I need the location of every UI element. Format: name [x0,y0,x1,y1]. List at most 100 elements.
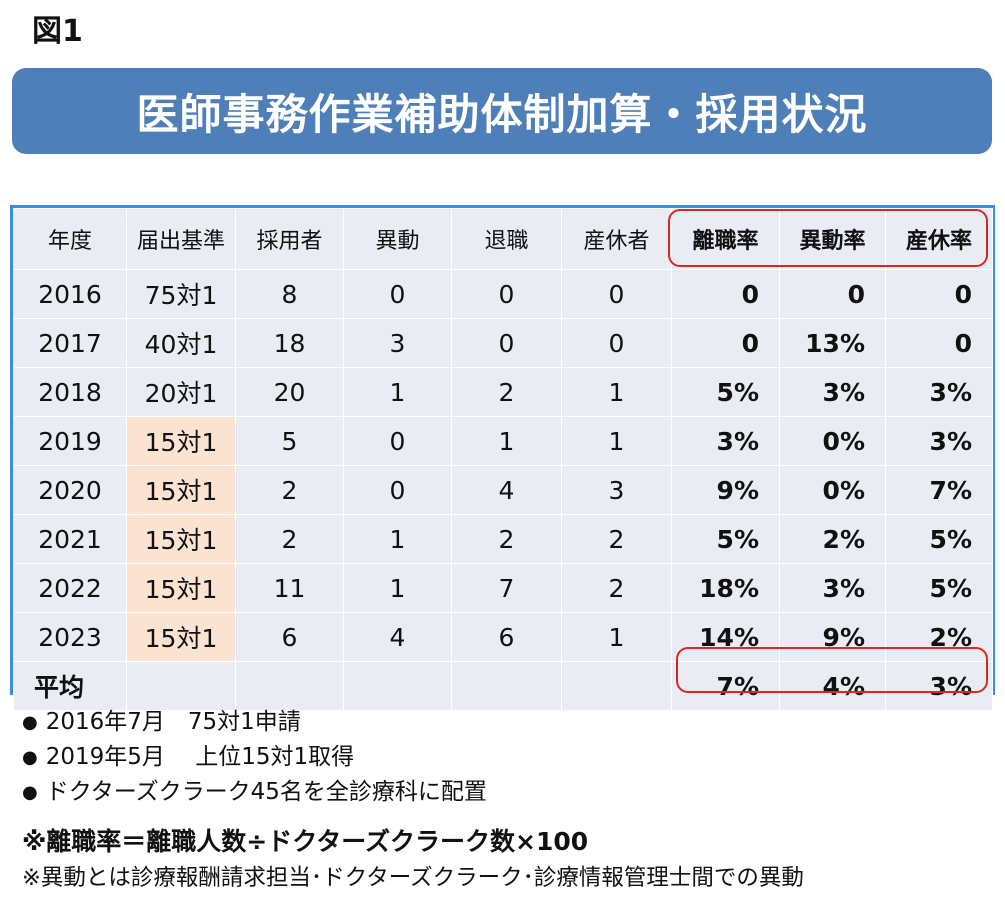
table-cell: 75対1 [126,269,236,319]
rate-cell: 5% [885,514,993,564]
year-cell: 2023 [13,612,127,662]
rate-cell: 9% [779,612,886,662]
rate-cell: 0 [779,269,886,319]
table-cell: 15対1 [126,465,236,515]
average-label: 平均 [13,661,127,711]
rate-cell: 0% [779,416,886,466]
table-cell: 0 [343,465,452,515]
title-banner: 医師事務作業補助体制加算・採用状況 [12,68,992,154]
year-cell: 2021 [13,514,127,564]
rate-cell: 5% [671,367,780,417]
rate-cell: 5% [671,514,780,564]
table-cell: 18 [235,318,344,368]
rate-cell: 14% [671,612,780,662]
year-cell: 2018 [13,367,127,417]
table-cell: 0 [343,269,452,319]
average-rate-cell: 4% [779,661,886,711]
table-row: 2020 15対1 2 0 4 3 9% 0% 7% [13,465,993,515]
rate-cell: 0 [885,269,993,319]
rate-cell: 3% [779,563,886,613]
header-cell: 産休率 [885,208,993,270]
table-cell: 1 [451,416,562,466]
notes-list: ● 2016年7月 75対1申請 ● 2019年5月 上位15対1取得 ● ドク… [22,705,487,810]
table-cell: 1 [343,563,452,613]
empty-cell [343,661,452,711]
stats-table-container: 年度 届出基準 採用者 異動 退職 産休者 離職率 異動率 産休率 2016 75… [10,205,995,711]
rate-cell: 3% [885,367,993,417]
average-rate-cell: 7% [671,661,780,711]
table-cell: 5 [235,416,344,466]
year-cell: 2019 [13,416,127,466]
rate-header-highlight [668,209,988,267]
table-cell: 3 [343,318,452,368]
header-cell: 年度 [13,208,127,270]
empty-cell [451,661,562,711]
table-row: 2019 15対1 5 0 1 1 3% 0% 3% [13,416,993,466]
note-text: 2016年7月 75対1申請 [45,709,301,735]
average-highlight [676,647,988,693]
table-cell: 6 [451,612,562,662]
table-cell: 2 [451,367,562,417]
table-cell: 2 [235,465,344,515]
table-cell: 1 [343,514,452,564]
table-cell: 0 [561,269,672,319]
table-cell: 20対1 [126,367,236,417]
table-cell: 15対1 [126,514,236,564]
average-rate-cell: 3% [885,661,993,711]
year-cell: 2022 [13,563,127,613]
table-row: 2023 15対1 6 4 6 1 14% 9% 2% [13,612,993,662]
table-cell: 4 [343,612,452,662]
rate-cell: 0 [885,318,993,368]
bullet-icon: ● [22,747,38,768]
table-row: 2017 40対1 18 3 0 0 0 13% 0 [13,318,993,368]
table-cell: 0 [451,269,562,319]
note-item: ● ドクターズクラーク45名を全診療科に配置 [22,775,487,810]
rate-cell: 2% [885,612,993,662]
table-cell: 1 [561,367,672,417]
rate-cell: 9% [671,465,780,515]
footnote: ※異動とは診療報酬請求担当･ドクターズクラーク･診療情報管理士間での異動 [22,865,804,891]
table-cell: 20 [235,367,344,417]
rate-cell: 0% [779,465,886,515]
table-cell: 0 [451,318,562,368]
header-cell: 異動率 [779,208,886,270]
table-cell: 2 [561,514,672,564]
table-cell: 15対1 [126,563,236,613]
header-cell: 産休者 [561,208,672,270]
rate-cell: 18% [671,563,780,613]
note-text: ドクターズクラーク45名を全診療科に配置 [45,779,487,805]
table-cell: 0 [343,416,452,466]
year-cell: 2017 [13,318,127,368]
table-row: 2016 75対1 8 0 0 0 0 0 0 [13,269,993,319]
table-row: 2021 15対1 2 1 2 2 5% 2% 5% [13,514,993,564]
table-row: 2022 15対1 11 1 7 2 18% 3% 5% [13,563,993,613]
table-row: 2018 20対1 20 1 2 1 5% 3% 3% [13,367,993,417]
table-cell: 8 [235,269,344,319]
table-cell: 6 [235,612,344,662]
table-cell: 1 [561,416,672,466]
rate-cell: 0 [671,318,780,368]
note-item: ● 2016年7月 75対1申請 [22,705,487,740]
table-cell: 11 [235,563,344,613]
table-cell: 2 [561,563,672,613]
table-cell: 2 [451,514,562,564]
note-item: ● 2019年5月 上位15対1取得 [22,740,487,775]
table-cell: 15対1 [126,612,236,662]
note-text: 2019年5月 上位15対1取得 [45,744,355,770]
average-row: 平均 7% 4% 3% [13,661,993,711]
table-cell: 2 [235,514,344,564]
rate-cell: 3% [885,416,993,466]
figure-label: 図1 [32,14,83,49]
year-cell: 2020 [13,465,127,515]
bullet-icon: ● [22,712,38,733]
empty-cell [561,661,672,711]
header-cell: 離職率 [671,208,780,270]
header-cell: 採用者 [235,208,344,270]
table-cell: 7 [451,563,562,613]
rate-cell: 2% [779,514,886,564]
formula-note: ※離職率＝離職人数÷ドクターズクラーク数×100 [22,827,589,856]
header-cell: 届出基準 [126,208,236,270]
rate-cell: 7% [885,465,993,515]
table-cell: 4 [451,465,562,515]
table-cell: 15対1 [126,416,236,466]
